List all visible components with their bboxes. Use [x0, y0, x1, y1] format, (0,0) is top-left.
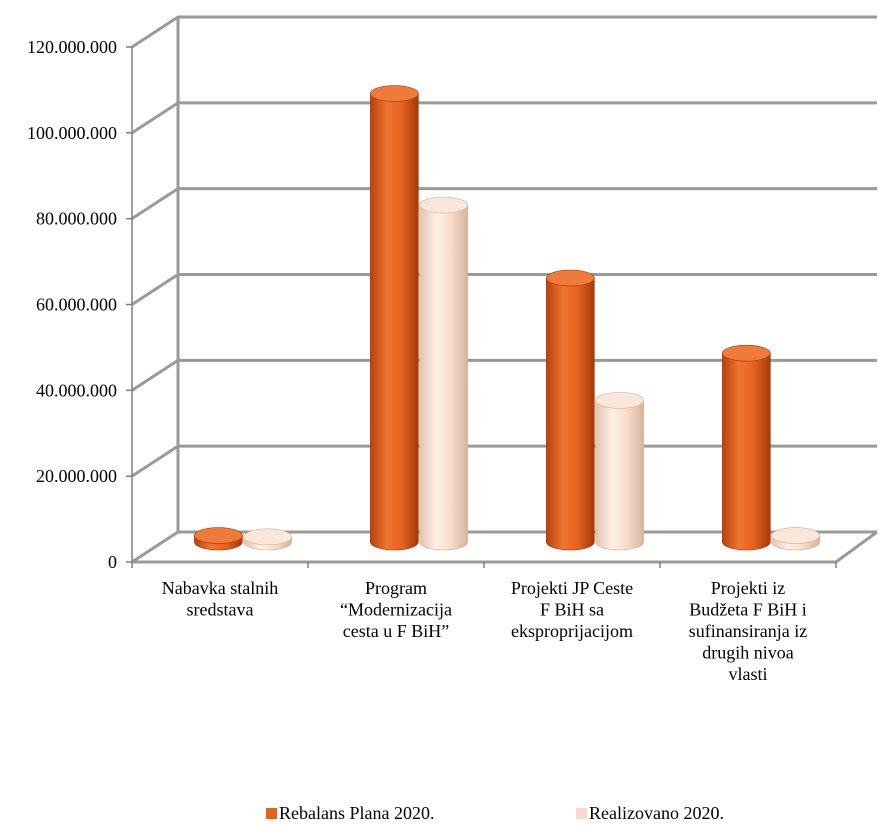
x-axis-labels: Nabavka stalnih sredstava Program “Moderniz…	[162, 578, 807, 684]
legend-item: Realizovano 2020.	[576, 803, 724, 823]
bar-top	[771, 527, 820, 544]
bar	[419, 196, 468, 551]
y-axis: 0 20.000.000 40.000.000 60.000.000 80.000.00…	[27, 37, 837, 572]
bar-top	[243, 528, 292, 546]
bar-top	[419, 196, 468, 214]
gridline	[131, 15, 877, 49]
bars	[194, 85, 820, 551]
x-category-label: Program “Modernizacija cesta u F BiH”	[340, 578, 452, 641]
legend-swatch	[266, 808, 277, 819]
bar-top	[722, 344, 771, 362]
bar-body	[722, 352, 771, 551]
x-category-label: Nabavka stalnih sredstava	[162, 578, 278, 620]
bar	[722, 344, 771, 551]
bar-body	[546, 277, 595, 551]
y-tick-label: 120.000.000	[27, 37, 117, 57]
bar-body	[595, 400, 644, 551]
bar	[595, 392, 644, 551]
y-tick-label: 20.000.000	[36, 466, 117, 486]
bar-body	[370, 93, 419, 551]
x-category-label: Projekti iz Budžeta F BiH i sufinansiranja…	[689, 578, 807, 684]
y-tick-label: 100.000.000	[27, 123, 117, 143]
floor-back-edge	[131, 530, 877, 564]
bar	[370, 85, 419, 551]
y-tick-label: 80.000.000	[36, 209, 117, 229]
floor-right-edge	[835, 530, 878, 564]
gridline	[131, 187, 877, 220]
legend-swatch	[576, 808, 587, 819]
legend-label: Rebalans Plana 2020.	[279, 803, 434, 823]
bar-top	[595, 392, 644, 409]
y-tick-label: 0	[108, 552, 117, 572]
bar-top	[194, 527, 243, 544]
y-tick-label: 60.000.000	[36, 295, 117, 315]
legend-label: Realizovano 2020.	[589, 803, 724, 823]
gridline	[131, 444, 877, 478]
legend: Rebalans Plana 2020. Realizovano 2020.	[266, 803, 724, 823]
bar-body	[419, 204, 468, 551]
bar	[243, 528, 292, 551]
gridline	[131, 101, 877, 135]
bar	[771, 527, 820, 551]
bar	[546, 269, 595, 551]
bar	[194, 527, 243, 551]
x-category-label: Projekti JP Ceste F BiH sa eksproprijacijo…	[511, 578, 633, 641]
gridline	[131, 358, 877, 392]
bar-top	[370, 85, 419, 102]
bar-top	[546, 269, 595, 287]
y-tick-label: 40.000.000	[36, 380, 117, 400]
gridline	[131, 273, 877, 306]
legend-item: Rebalans Plana 2020.	[266, 803, 434, 823]
